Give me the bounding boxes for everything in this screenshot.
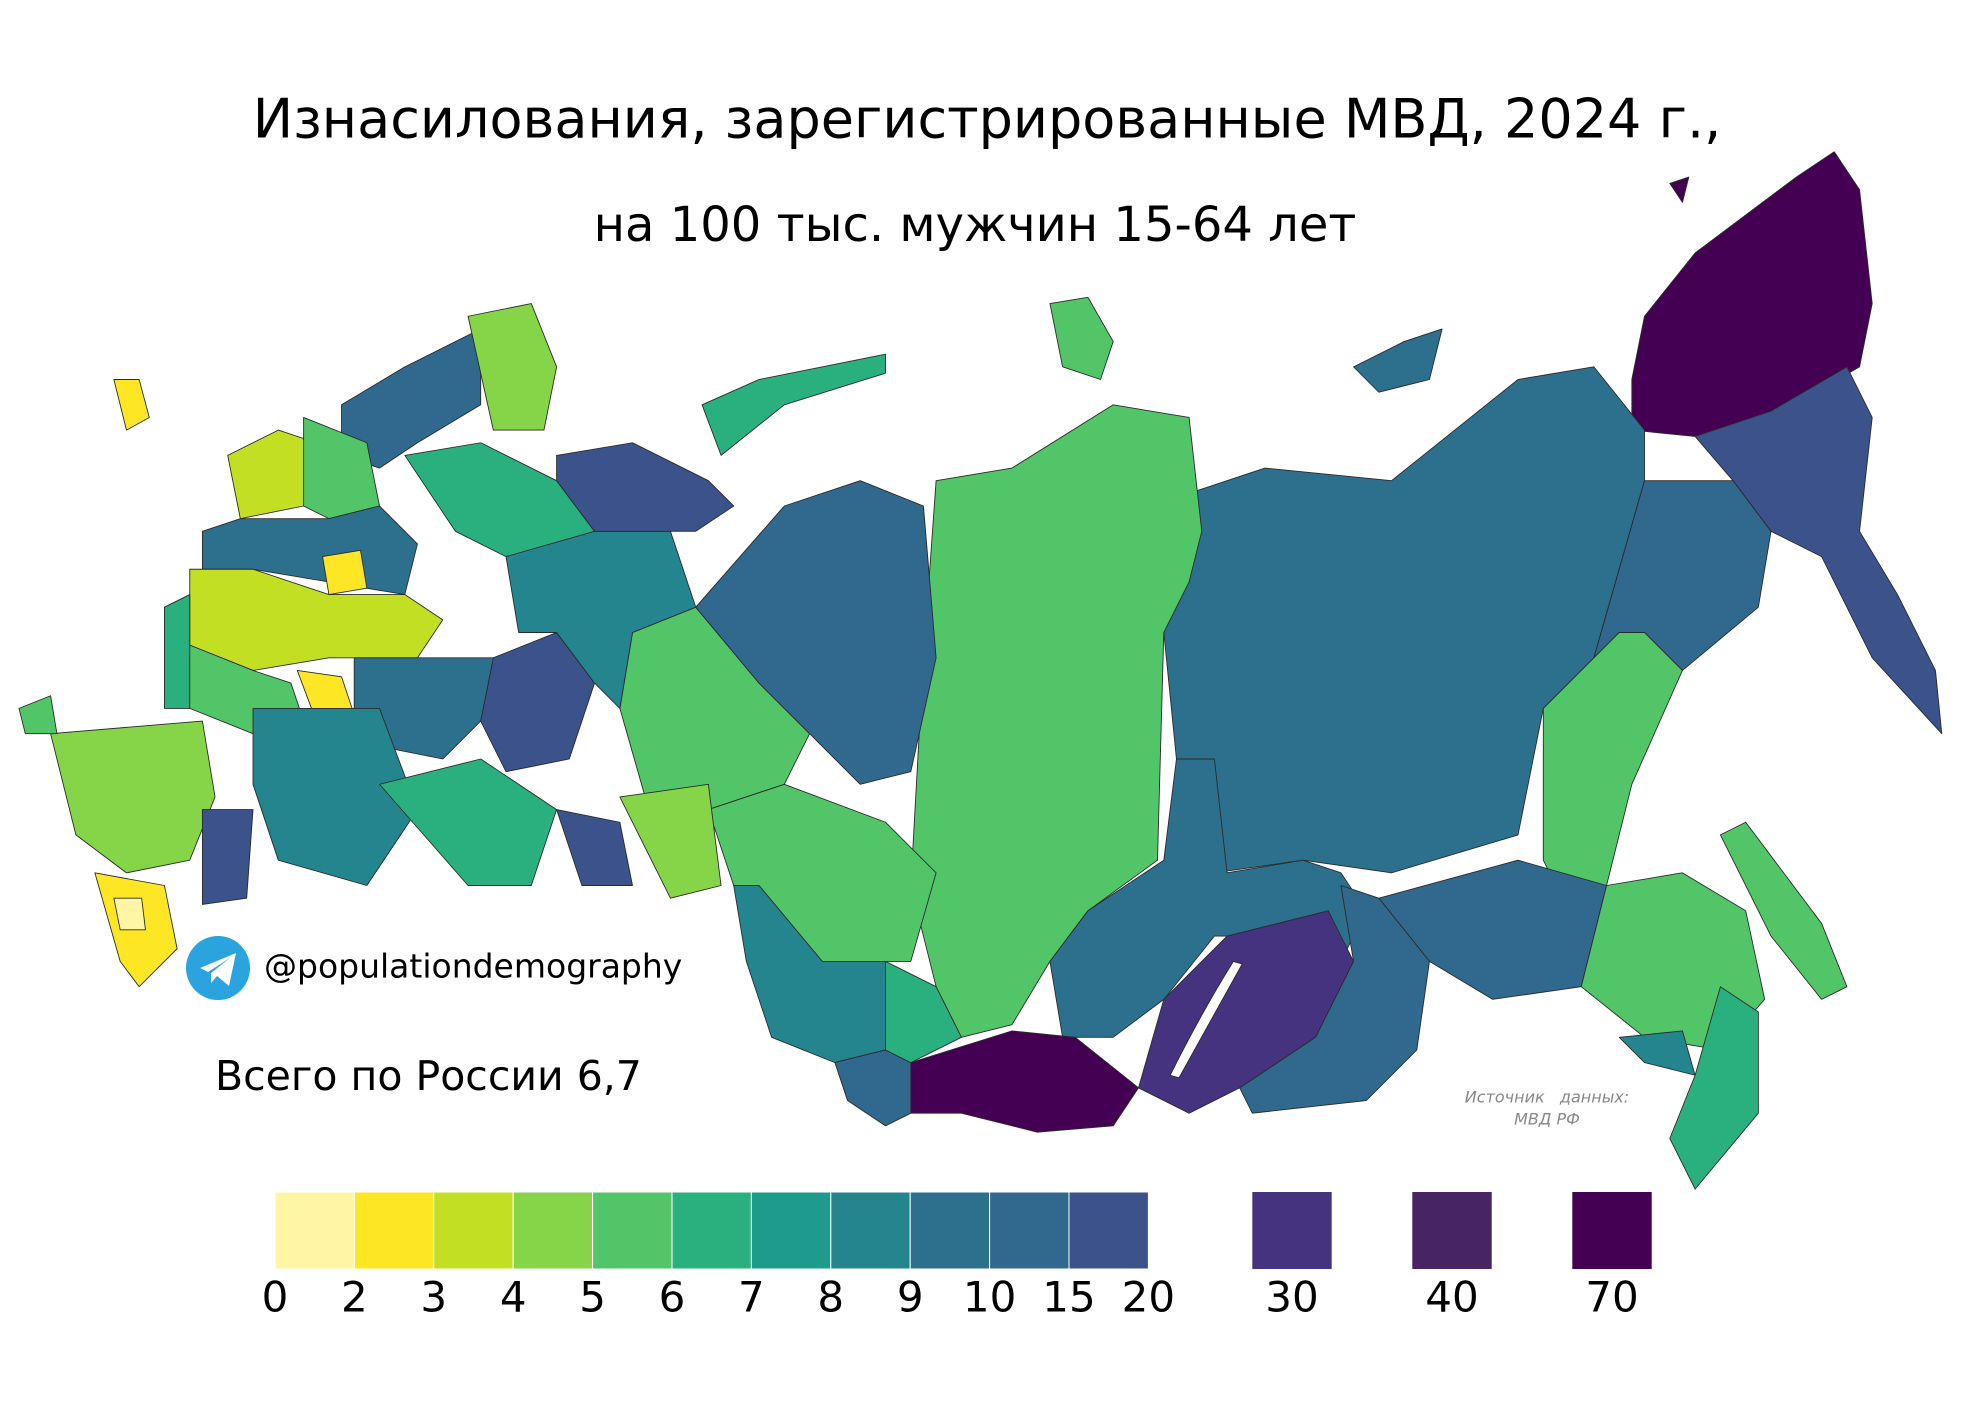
legend-label: 20 [1122, 1273, 1175, 1322]
legend-swatch [512, 1191, 594, 1270]
region [164, 594, 191, 709]
legend: 0 2 3 4 5 6 7 8 9 10 15 20 30 40 70 [262, 1191, 1652, 1322]
region [885, 960, 962, 1064]
legend-swatch [1068, 1191, 1149, 1270]
legend-label: 5 [579, 1273, 606, 1322]
region [1353, 328, 1443, 393]
russia-map [18, 151, 1943, 1190]
region [467, 303, 558, 431]
region [1618, 1030, 1696, 1076]
region [910, 404, 1203, 1038]
legend-swatch [592, 1191, 673, 1270]
region [695, 480, 937, 785]
region [619, 783, 722, 899]
legend-label: 8 [817, 1273, 844, 1322]
region [556, 809, 633, 886]
legend-swatch [433, 1191, 514, 1270]
region [201, 809, 254, 905]
region [1719, 821, 1848, 1000]
legend-label: 4 [500, 1273, 527, 1322]
source-line: Источник данных: [1465, 1088, 1629, 1107]
legend-label: 7 [738, 1273, 765, 1322]
region [113, 379, 150, 431]
region [1239, 885, 1430, 1114]
legend-label: 15 [1042, 1273, 1095, 1322]
legend-label: 0 [262, 1273, 289, 1322]
title: Изнасилования, зарегистрированные МВД, 2… [253, 88, 1722, 151]
legend-label: 3 [420, 1273, 447, 1322]
subtitle: на 100 тыс. мужчин 15-64 лет [594, 197, 1357, 253]
region [701, 353, 886, 456]
telegram-badge: @populationdemography [186, 936, 682, 1000]
legend-swatch [353, 1191, 435, 1270]
source-org: МВД РФ [1514, 1110, 1580, 1129]
legend-swatch [671, 1191, 752, 1270]
legend-swatch [989, 1191, 1070, 1270]
region [1631, 151, 1873, 437]
legend-label: 70 [1585, 1273, 1638, 1322]
region [379, 758, 558, 886]
region [252, 707, 418, 886]
region [1049, 296, 1114, 380]
region [1669, 176, 1690, 203]
region [910, 1030, 1139, 1133]
legend-label: 40 [1425, 1273, 1478, 1322]
telegram-handle: @populationdemography [264, 947, 682, 986]
legend-swatch [1572, 1192, 1652, 1269]
legend-label: 30 [1265, 1273, 1318, 1322]
legend-swatch [750, 1191, 832, 1270]
lake-baikal [1169, 960, 1243, 1079]
region [113, 897, 146, 931]
total-note: Всего по России 6,7 [215, 1052, 642, 1100]
region [18, 695, 58, 735]
legend-swatch [1252, 1192, 1332, 1269]
legend-label: 2 [341, 1273, 368, 1322]
legend-swatch [274, 1191, 355, 1270]
legend-label: 6 [659, 1273, 686, 1322]
legend-swatch [909, 1191, 991, 1270]
legend-swatch [1412, 1192, 1492, 1269]
telegram-plane [200, 953, 236, 986]
legend-label: 10 [963, 1273, 1016, 1322]
legend-swatch [830, 1191, 911, 1270]
legend-label: 9 [897, 1273, 924, 1322]
region [322, 549, 368, 595]
region [556, 442, 735, 532]
region [50, 720, 216, 874]
